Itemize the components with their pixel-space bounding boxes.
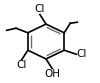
Text: OH: OH [44, 69, 60, 79]
Text: Cl: Cl [16, 60, 27, 70]
Text: Cl: Cl [34, 4, 45, 14]
Text: Cl: Cl [77, 49, 87, 59]
